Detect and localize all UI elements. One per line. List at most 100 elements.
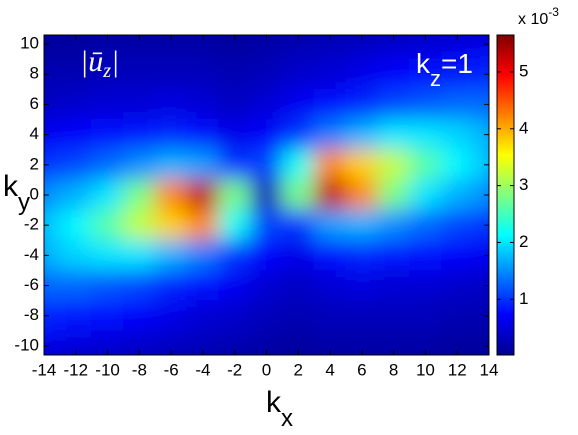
x-tick-label: -10 xyxy=(95,360,120,379)
heatmap-cell xyxy=(91,209,124,241)
heatmap-cell xyxy=(186,179,220,211)
heatmap-cell xyxy=(122,35,156,60)
heatmap-cell xyxy=(440,88,474,121)
x-tick-label: 2 xyxy=(294,360,303,379)
annotation-text: |ū xyxy=(80,45,103,78)
heatmap-cell xyxy=(122,300,156,332)
heatmap-cell xyxy=(472,209,489,241)
heatmap-cell xyxy=(345,119,379,151)
heatmap-cell xyxy=(377,119,411,151)
x-tick-label: 10 xyxy=(416,360,435,379)
heatmap-cell xyxy=(59,239,93,271)
heatmap-cell xyxy=(440,149,474,181)
heatmap-cell xyxy=(281,119,315,151)
heatmap-cell xyxy=(472,300,489,332)
colorbar-label-text: x 10 xyxy=(518,11,548,28)
heatmap-cell xyxy=(313,300,347,332)
heatmap-cell xyxy=(59,330,93,355)
heatmap-cell xyxy=(250,88,283,121)
heatmap-cell xyxy=(122,88,156,121)
heatmap-cell xyxy=(313,119,347,151)
colorbar-tick-label: 5 xyxy=(519,61,528,80)
heatmap-cell xyxy=(250,239,283,271)
heatmap-cell xyxy=(218,58,252,90)
heatmap-cell xyxy=(186,239,220,271)
heatmap-cell xyxy=(250,149,283,181)
heatmap-cell xyxy=(472,149,489,181)
heatmap-cell xyxy=(472,179,489,211)
heatmap-cell xyxy=(409,119,442,151)
heatmap-cell xyxy=(44,35,61,60)
heatmap-cell xyxy=(122,239,156,271)
heatmap-cell xyxy=(409,330,442,355)
heatmap-cell xyxy=(313,209,347,241)
heatmap-cell xyxy=(91,119,124,151)
annotation-end: | xyxy=(111,45,119,78)
x-tick-label: 14 xyxy=(480,360,499,379)
annotation-sub: z xyxy=(430,66,441,91)
heatmap-cell xyxy=(345,300,379,332)
heatmap-cell xyxy=(250,330,283,355)
heatmap-cell xyxy=(122,58,156,90)
heatmap-cell xyxy=(91,239,124,271)
x-tick-label: -8 xyxy=(132,360,147,379)
heatmap-cell xyxy=(313,330,347,355)
heatmap-cell xyxy=(59,149,93,181)
heatmap-cell xyxy=(154,269,188,302)
heatmap-clip xyxy=(44,35,489,355)
x-tick-label: 0 xyxy=(262,360,271,379)
y-tick-label: 8 xyxy=(30,64,39,83)
heatmap-cell xyxy=(44,239,61,271)
heatmap-cell xyxy=(122,209,156,241)
heatmap-cell xyxy=(122,119,156,151)
heatmap-cell xyxy=(186,330,220,355)
heatmap-cell xyxy=(186,149,220,181)
heatmap-cell xyxy=(218,269,252,302)
heatmap-cell xyxy=(44,58,61,90)
x-tick-label: -2 xyxy=(227,360,242,379)
annotation-text: k xyxy=(416,48,431,79)
y-tick-label: -8 xyxy=(24,305,39,324)
heatmap-cell xyxy=(345,269,379,302)
heatmap-cell xyxy=(186,300,220,332)
heatmap-cell xyxy=(122,330,156,355)
x-axis-label-text: k xyxy=(266,386,282,419)
heatmap-cell xyxy=(186,209,220,241)
heatmap-cell xyxy=(91,269,124,302)
heatmap-cell xyxy=(313,149,347,181)
heatmap-cell xyxy=(345,239,379,271)
heatmap-cell xyxy=(91,58,124,90)
heatmap-cell xyxy=(377,149,411,181)
heatmap-cell xyxy=(44,209,61,241)
heatmap-cell xyxy=(154,149,188,181)
heatmap-cell xyxy=(122,179,156,211)
heatmap-cell xyxy=(154,300,188,332)
heatmap-cell xyxy=(59,179,93,211)
heatmap-cell xyxy=(218,239,252,271)
heatmap-cell xyxy=(281,88,315,121)
heatmap-cell xyxy=(154,209,188,241)
heatmap-cell xyxy=(186,269,220,302)
heatmap-cell xyxy=(377,58,411,90)
heatmap-cell xyxy=(59,88,93,121)
y-tick-label: -4 xyxy=(24,245,39,264)
heatmap-cell xyxy=(345,330,379,355)
colorbar-tick-label: 2 xyxy=(519,232,528,251)
x-tick-label: 8 xyxy=(389,360,398,379)
heatmap-cell xyxy=(59,119,93,151)
x-tick-label: 4 xyxy=(325,360,334,379)
heatmap-cell xyxy=(409,209,442,241)
heatmap-cell xyxy=(409,58,442,90)
heatmap-cell xyxy=(409,88,442,121)
heatmap-cell xyxy=(440,58,474,90)
heatmap-cell xyxy=(218,300,252,332)
heatmap-cell xyxy=(59,58,93,90)
y-axis-label-text: k xyxy=(3,170,19,203)
colorbar-label: x 10-3 xyxy=(518,5,559,28)
heatmap-cell xyxy=(440,209,474,241)
heatmap xyxy=(44,35,489,355)
x-tick-label: 12 xyxy=(448,360,467,379)
heatmap-cell xyxy=(91,149,124,181)
heatmap-cell xyxy=(345,149,379,181)
heatmap-cell xyxy=(281,269,315,302)
